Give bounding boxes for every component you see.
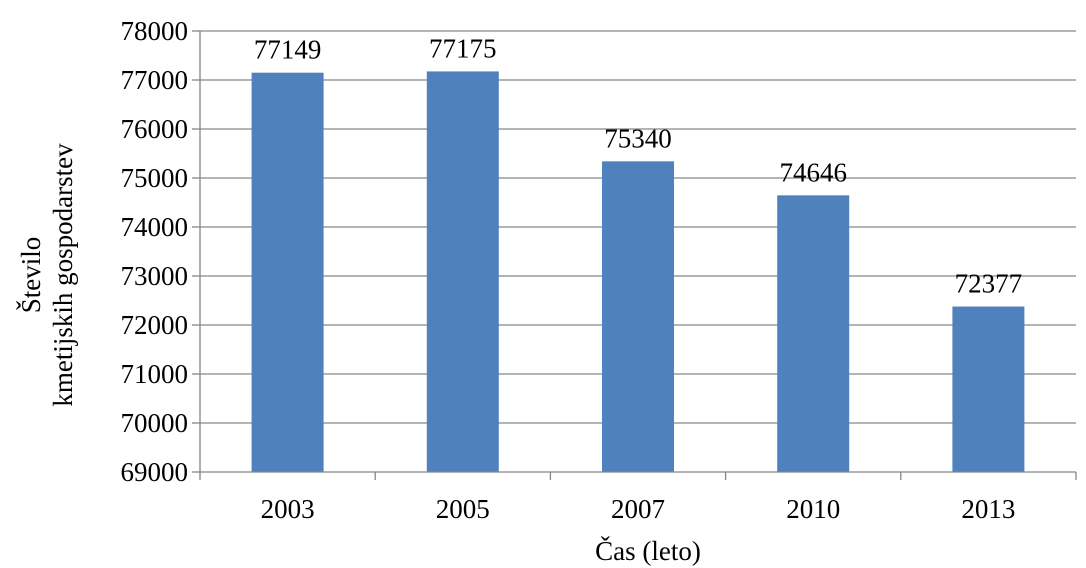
y-axis-title-line-1: Število (16, 237, 46, 314)
y-tick-label: 74000 (121, 212, 189, 242)
data-label-2007: 75340 (604, 123, 672, 153)
x-tick-labels: 2003 2005 2007 2010 2013 (261, 494, 1016, 524)
y-tick-labels: 69000 70000 71000 72000 73000 74000 75000 76000… (121, 16, 189, 487)
y-tick-label: 73000 (121, 261, 189, 291)
y-axis-title-line-2: kmetijskih gospodarstev (48, 143, 78, 407)
y-tick-label: 76000 (121, 114, 189, 144)
bar-2010 (777, 195, 850, 472)
x-tick-label: 2013 (961, 494, 1015, 524)
data-labels: 77149 77175 75340 74646 72377 (254, 33, 1022, 298)
y-tick-label: 78000 (121, 16, 189, 46)
y-tick-label: 75000 (121, 163, 189, 193)
axes (199, 31, 1077, 480)
x-tick-label: 2010 (786, 494, 840, 524)
bar-2007 (602, 161, 674, 472)
x-axis-title: Čas (leto) (595, 536, 701, 566)
x-tick-label: 2003 (261, 494, 315, 524)
x-tick-label: 2005 (436, 494, 490, 524)
y-tick-label: 77000 (121, 65, 189, 95)
y-tick-label: 72000 (121, 310, 189, 340)
data-label-2003: 77149 (254, 35, 322, 65)
data-label-2010: 74646 (779, 157, 847, 187)
data-label-2013: 72377 (955, 269, 1023, 299)
y-tick-label: 69000 (121, 457, 189, 487)
y-tick-label: 71000 (121, 359, 189, 389)
bar-2005 (426, 71, 499, 473)
y-tick-label: 70000 (121, 408, 189, 438)
bar-2003 (251, 72, 324, 472)
data-label-2005: 77175 (429, 33, 497, 63)
bar-2013 (952, 306, 1025, 472)
x-tick-label: 2007 (611, 494, 665, 524)
bars (251, 71, 1025, 473)
